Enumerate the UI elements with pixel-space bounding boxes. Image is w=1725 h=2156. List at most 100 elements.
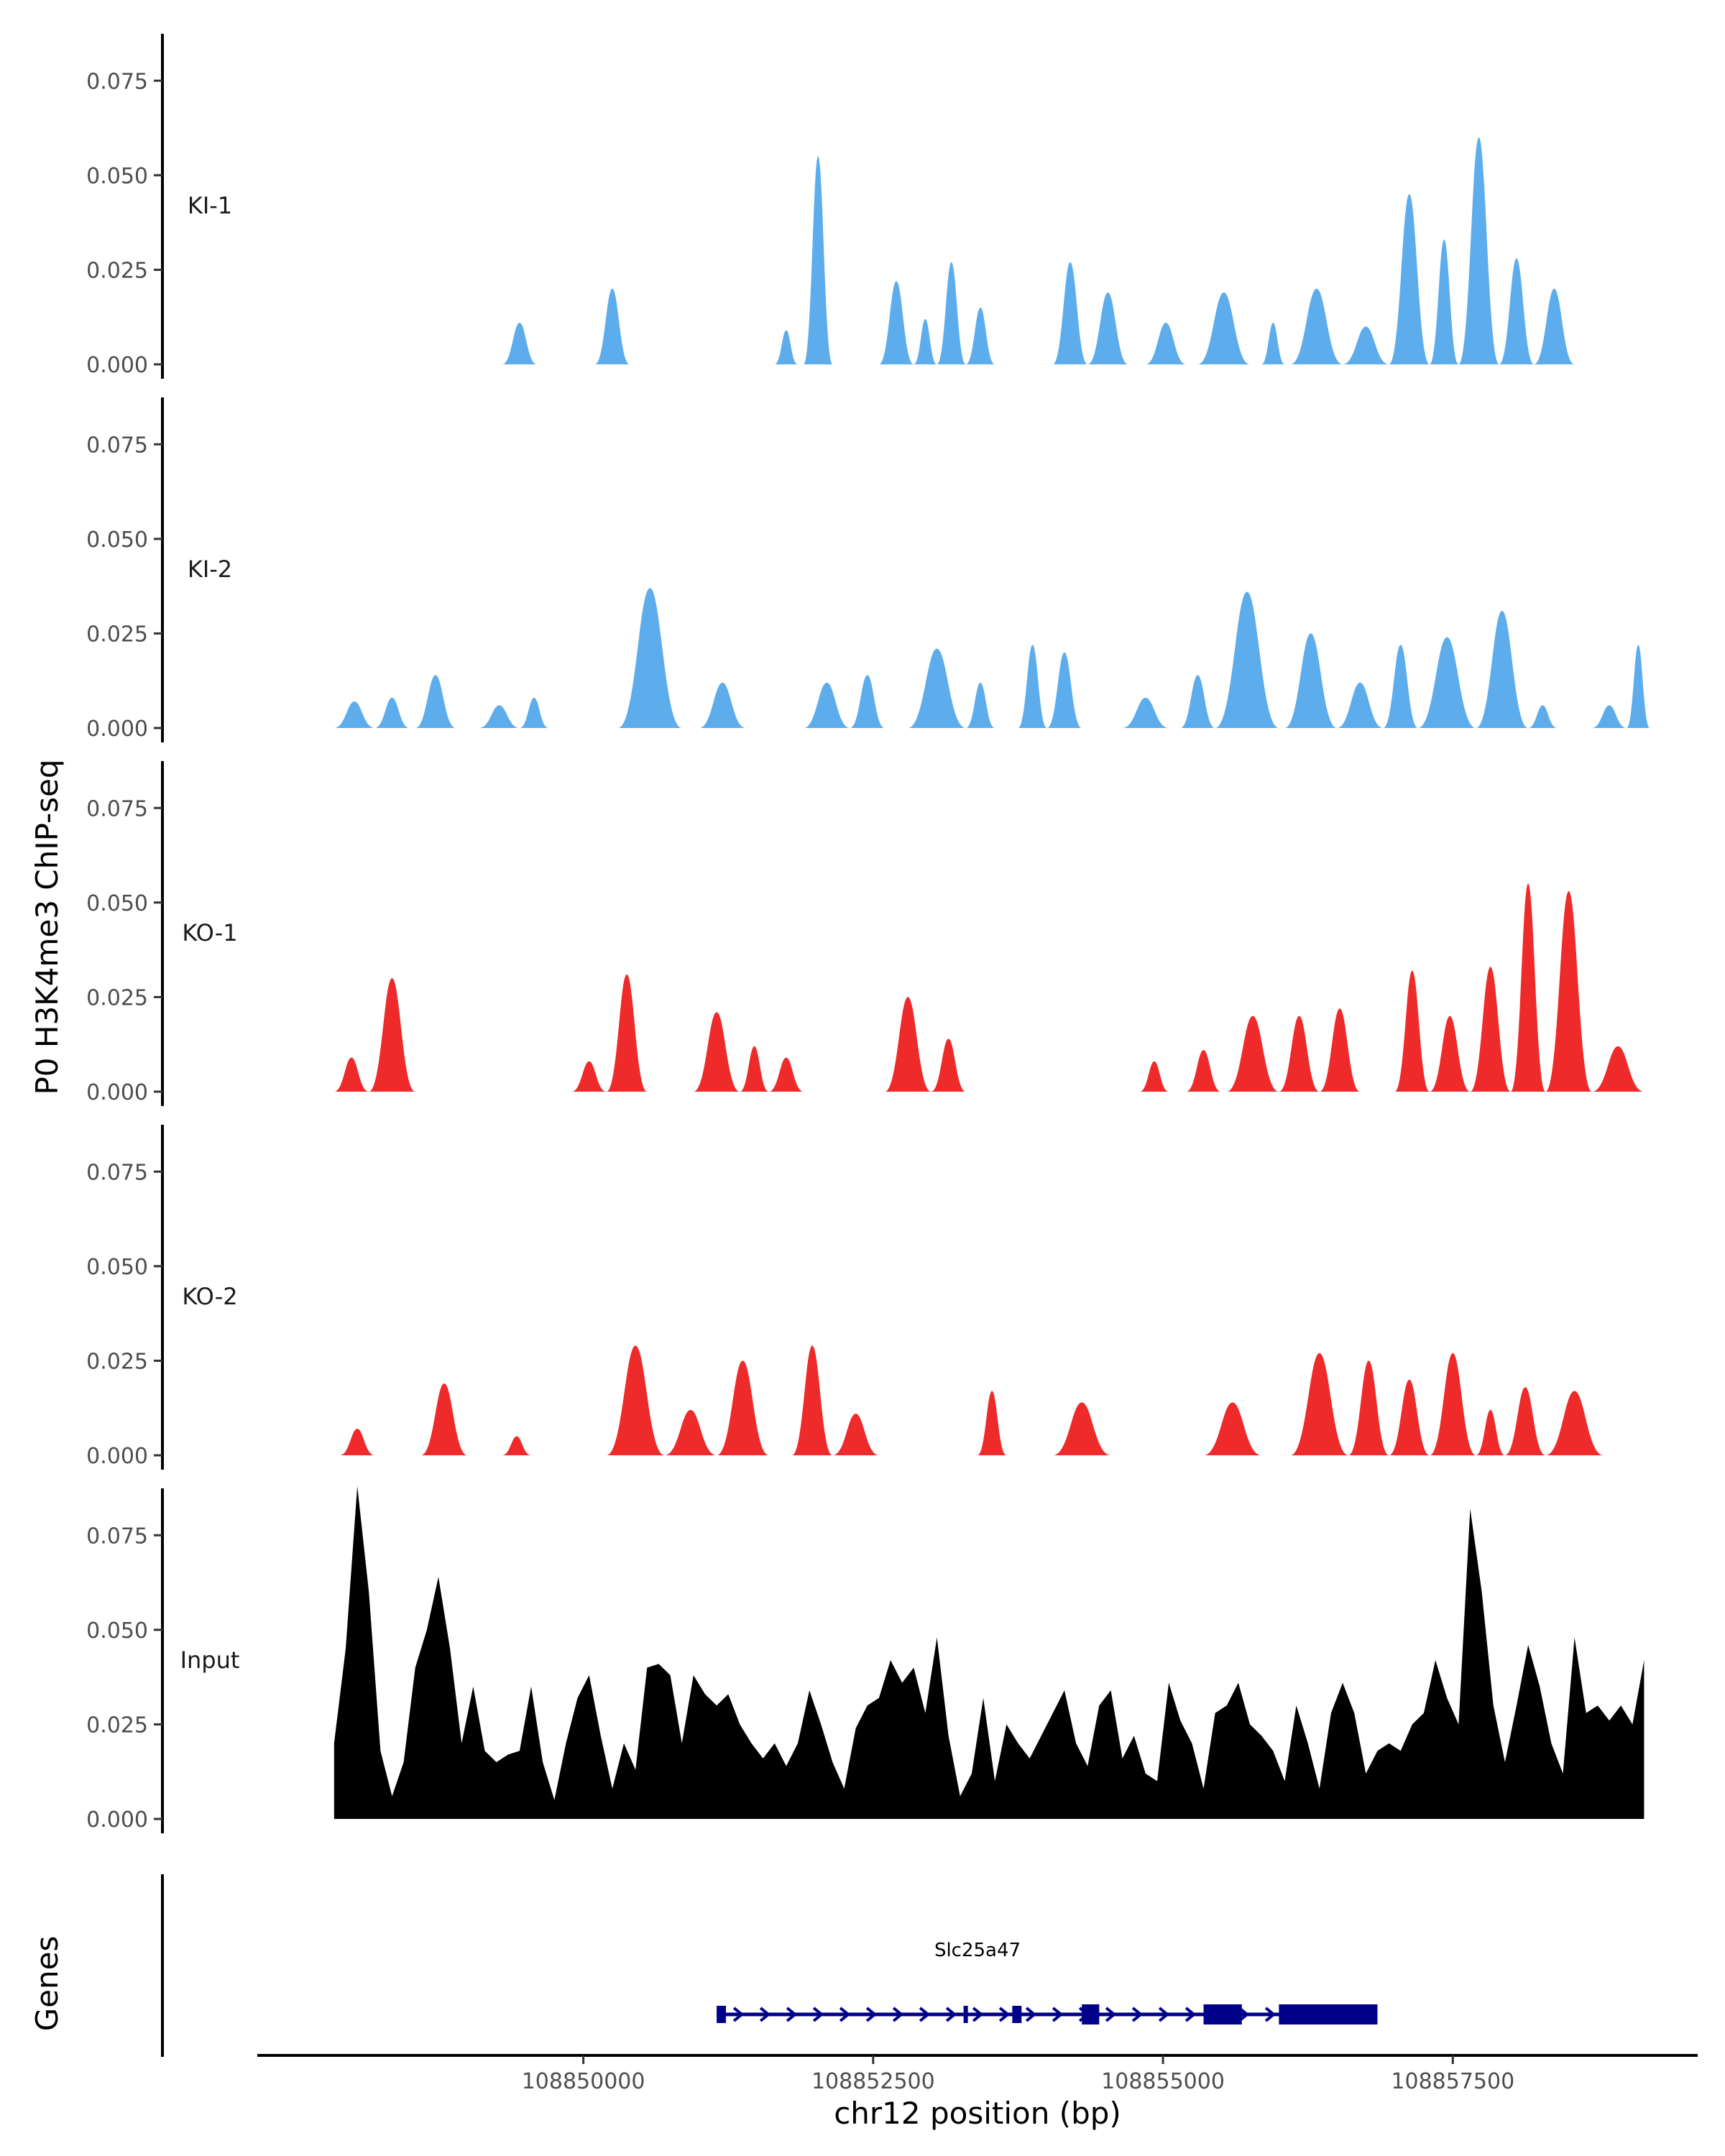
coverage-peak	[1203, 1402, 1262, 1455]
coverage-peak	[1528, 705, 1558, 728]
x-tick-label: 108850000	[522, 2069, 645, 2094]
coverage-peak	[804, 682, 850, 728]
coverage-peak	[571, 1061, 607, 1092]
strand-arrow	[1105, 2007, 1117, 2022]
coverage-peak	[1510, 883, 1546, 1092]
y-tick-label: 0.050	[86, 528, 148, 553]
coverage-peak	[1290, 288, 1343, 364]
coverage-peak	[420, 1383, 468, 1455]
coverage-peak	[1383, 645, 1418, 728]
x-axis-title: chr12 position (bp)	[834, 2096, 1121, 2131]
coverage-peak	[594, 288, 630, 364]
coverage-peak	[1226, 1015, 1279, 1092]
strand-arrow	[972, 2007, 984, 2022]
y-tick-label: 0.075	[86, 69, 148, 94]
track-ko-2: 0.000 0.025 0.050 0.075 KO-2	[86, 1125, 1604, 1470]
genes-axis-title: Genes	[29, 1936, 65, 2032]
track-label: KO-2	[182, 1283, 237, 1310]
track-label: Input	[180, 1646, 240, 1674]
strand-arrow	[1238, 2007, 1250, 2022]
strand-arrow	[1158, 2007, 1170, 2022]
coverage-peak	[1337, 682, 1384, 728]
coverage-peak	[914, 318, 937, 364]
track-ki-1: 0.000 0.025 0.050 0.075 KI-1	[86, 34, 1575, 379]
y-tick-label: 0.075	[86, 433, 148, 458]
coverage-peak	[884, 997, 932, 1092]
gene-slc25a47: Slc25a47	[717, 1940, 1378, 2024]
coverage-peak	[369, 978, 415, 1092]
coverage-peak	[1476, 1409, 1505, 1455]
y-tick-label: 0.000	[86, 1444, 148, 1469]
coverage-peak	[1389, 1379, 1430, 1455]
track-label: KI-2	[188, 556, 232, 583]
strand-arrow	[786, 2007, 798, 2022]
coverage-peak	[618, 588, 682, 728]
coverage-peak	[1180, 675, 1215, 728]
strand-arrow	[1184, 2007, 1197, 2022]
track-label: KI-1	[188, 192, 232, 219]
gene-exon	[963, 2006, 968, 2023]
track-label: KO-1	[182, 919, 237, 946]
strand-arrow	[1264, 2007, 1276, 2022]
strand-arrow	[1052, 2007, 1064, 2022]
tracks-group: 0.000 0.025 0.050 0.075 KI-1 0.000 0.025 0.050 0…	[86, 34, 1650, 1833]
y-tick-label: 0.050	[86, 164, 148, 189]
coverage-peak	[1417, 637, 1476, 728]
coverage-peak	[1470, 967, 1511, 1092]
coverage-peak	[791, 1345, 833, 1455]
strand-arrow	[839, 2007, 851, 2022]
coverage-peak	[1279, 1015, 1320, 1092]
y-tick-label: 0.050	[86, 1618, 148, 1644]
coverage-peak	[1504, 1387, 1546, 1455]
coverage-peak	[931, 1038, 966, 1092]
coverage-peak	[1261, 323, 1285, 364]
coverage-peak	[1139, 1061, 1169, 1092]
y-tick-label: 0.000	[86, 1080, 148, 1105]
y-tick-label: 0.075	[86, 1160, 148, 1185]
coverage-peak	[1018, 645, 1047, 728]
y-tick-label: 0.000	[86, 353, 148, 378]
coverage-peak	[1591, 1046, 1644, 1092]
coverage-peak	[1430, 1353, 1476, 1455]
y-tick-label: 0.000	[86, 717, 148, 742]
strand-arrow	[865, 2007, 878, 2022]
strand-arrow	[1131, 2007, 1144, 2022]
gene-name-label: Slc25a47	[934, 1940, 1021, 1961]
coverage-peak	[334, 701, 375, 728]
x-tick-label: 108855000	[1101, 2069, 1225, 2094]
coverage-peak	[1197, 292, 1251, 364]
y-tick-label: 0.050	[86, 891, 148, 916]
coverage-peak	[1348, 1360, 1389, 1455]
coverage-peak	[664, 1409, 717, 1455]
coverage-peak	[1052, 262, 1088, 364]
coverage-peak	[1499, 258, 1535, 364]
coverage-peak	[415, 675, 456, 728]
coverage-peak	[908, 648, 966, 728]
coverage-peak	[804, 156, 833, 365]
coverage-peak	[1052, 1402, 1111, 1455]
gene-exon	[717, 2006, 726, 2023]
gene-exon	[1012, 2006, 1022, 2023]
coverage-peak	[1122, 697, 1169, 728]
coverage-peak	[1534, 288, 1575, 364]
coverage-peak	[1290, 1353, 1349, 1455]
strand-arrow	[732, 2007, 745, 2022]
gene-exon	[1082, 2004, 1100, 2024]
strand-arrow	[892, 2007, 904, 2022]
strand-arrow	[919, 2007, 931, 2022]
coverage-area	[334, 1485, 1644, 1819]
coverage-peak	[1046, 652, 1082, 728]
coverage-peak	[334, 1057, 369, 1092]
coverage-peak	[1389, 194, 1430, 364]
coverage-peak	[850, 675, 885, 728]
track-ko-1: 0.000 0.025 0.050 0.075 KO-1	[86, 761, 1644, 1106]
genes-panel: Slc25a47	[161, 1874, 1378, 2057]
y-tick-label: 0.025	[86, 985, 148, 1010]
y-tick-label: 0.025	[86, 622, 148, 647]
coverage-peak	[339, 1429, 375, 1455]
y-tick-label: 0.025	[86, 1713, 148, 1738]
coverage-peak	[693, 1012, 740, 1092]
coverage-peak	[1186, 1050, 1221, 1092]
coverage-peak	[1145, 323, 1187, 364]
strand-arrow	[759, 2007, 771, 2022]
